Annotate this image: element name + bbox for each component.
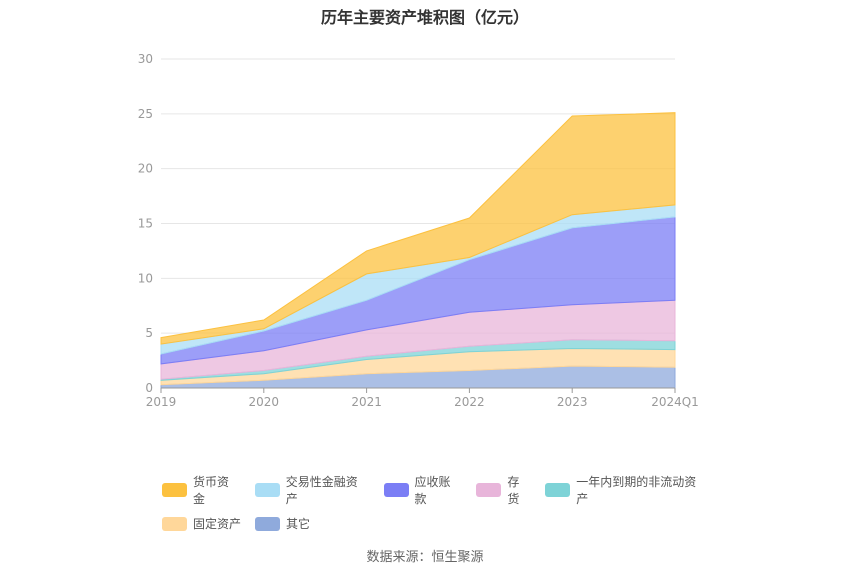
y-tick-label: 0 (145, 381, 153, 395)
legend-row: 固定资产 其它 (162, 515, 722, 532)
x-tick-label: 2020 (249, 395, 280, 409)
legend-item[interactable]: 一年内到期的非流动资产 (545, 473, 708, 507)
legend-label: 货币资金 (192, 475, 229, 506)
legend-item[interactable]: 存货 (476, 473, 531, 507)
y-tick-label: 10 (138, 271, 153, 285)
x-tick-label: 2019 (146, 395, 177, 409)
legend-swatch (476, 483, 502, 497)
area-series-6 (160, 112, 676, 345)
legend-label: 交易性金融资产 (285, 475, 358, 506)
legend-swatch (162, 483, 187, 497)
legend-swatch (255, 516, 281, 531)
legend-label: 一年内到期的非流动资产 (576, 475, 697, 506)
legend-item[interactable]: 货币资金 (162, 473, 241, 507)
y-tick-label: 30 (138, 52, 153, 66)
legend-swatch (254, 483, 280, 497)
legend: 货币资金 交易性金融资产 应收账款 存货 一年内到期的非流动资产 固定资产 其它 (162, 473, 722, 540)
legend-item[interactable]: 其它 (255, 515, 310, 532)
legend-item[interactable]: 固定资产 (162, 515, 241, 532)
legend-item[interactable]: 交易性金融资产 (254, 473, 370, 507)
legend-swatch (383, 483, 409, 497)
legend-item[interactable]: 应收账款 (383, 473, 463, 507)
y-tick-label: 25 (138, 107, 153, 121)
source-note: 数据来源：恒生聚源 (366, 550, 484, 565)
legend-label: 应收账款 (414, 475, 451, 506)
axes: 0 5 10 15 20 25 30 2019 2020 2021 2022 2023 2024Q1 (138, 52, 699, 409)
y-tick-label: 15 (138, 217, 153, 231)
legend-label: 固定资产 (193, 517, 242, 531)
legend-row: 货币资金 交易性金融资产 应收账款 存货 一年内到期的非流动资产 (162, 473, 722, 507)
y-tick-label: 5 (145, 326, 153, 340)
y-tick-label: 20 (138, 162, 153, 176)
x-tick-label: 2022 (454, 395, 485, 409)
x-tick-label: 2023 (557, 395, 588, 409)
legend-label: 其它 (286, 517, 311, 531)
area-series (160, 112, 676, 389)
legend-swatch (545, 483, 571, 497)
x-tick-label: 2024Q1 (651, 395, 699, 409)
legend-swatch (162, 516, 187, 531)
x-tick-label: 2021 (351, 395, 382, 409)
chart-title: 历年主要资产堆积图（亿元） (320, 8, 529, 27)
legend-label: 存货 (507, 475, 520, 506)
